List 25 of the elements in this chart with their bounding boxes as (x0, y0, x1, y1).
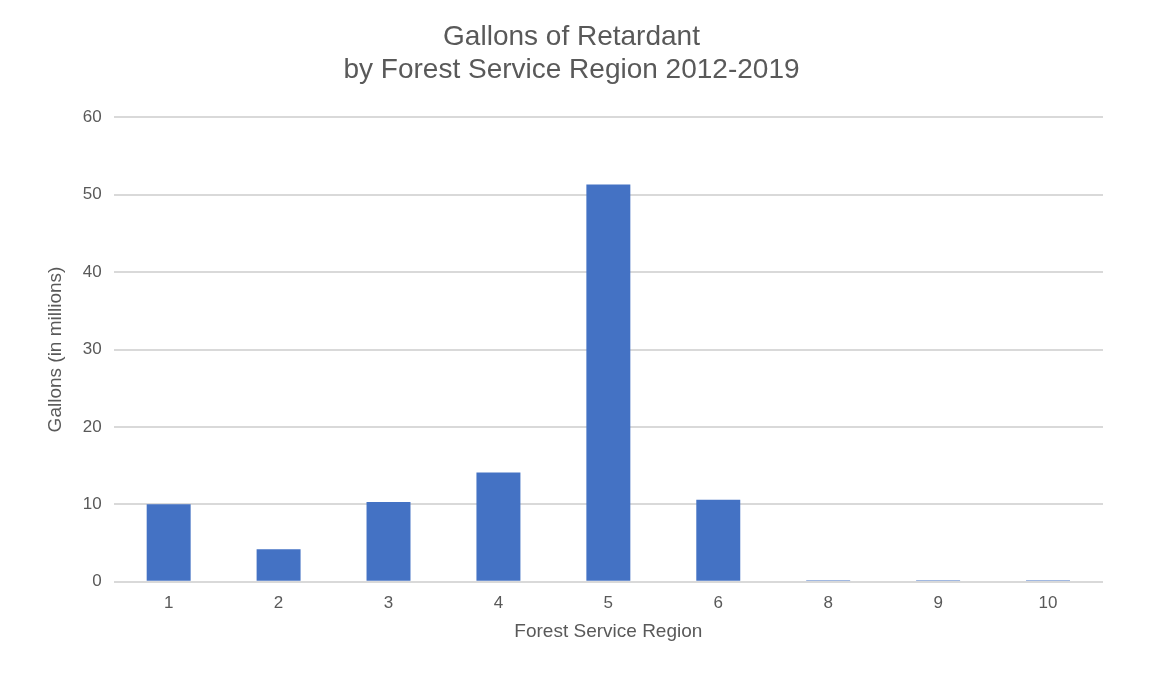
x-tick-label: 9 (933, 592, 943, 612)
x-tick-label: 6 (713, 592, 724, 612)
y-axis-title: Gallons (in millions) (43, 266, 65, 433)
x-tick-label: 1 (163, 592, 174, 612)
bar (366, 502, 411, 581)
y-tick-label: 30 (82, 339, 102, 359)
chart-title: Gallons of Retardant by Forest Service Region 2012-2019 (343, 19, 800, 85)
y-tick-label: 20 (82, 416, 102, 436)
x-tick-label: 5 (603, 592, 614, 612)
bar (256, 549, 301, 581)
bar (696, 499, 741, 581)
x-tick-label: 4 (493, 592, 504, 612)
bar (586, 184, 631, 581)
y-tick-label: 0 (92, 571, 102, 591)
x-tick-label: 2 (273, 592, 284, 612)
bar (146, 504, 191, 581)
x-tick-label: 3 (383, 592, 394, 612)
x-axis-title: Forest Service Region (514, 619, 703, 641)
y-tick-label: 40 (82, 261, 102, 281)
y-tick-label: 50 (82, 184, 102, 204)
y-tick-label: 60 (82, 106, 102, 126)
x-tick-label: 8 (823, 592, 833, 612)
x-tick-label: 10 (1038, 592, 1058, 612)
y-tick-label: 10 (82, 494, 102, 514)
bar (476, 472, 521, 581)
